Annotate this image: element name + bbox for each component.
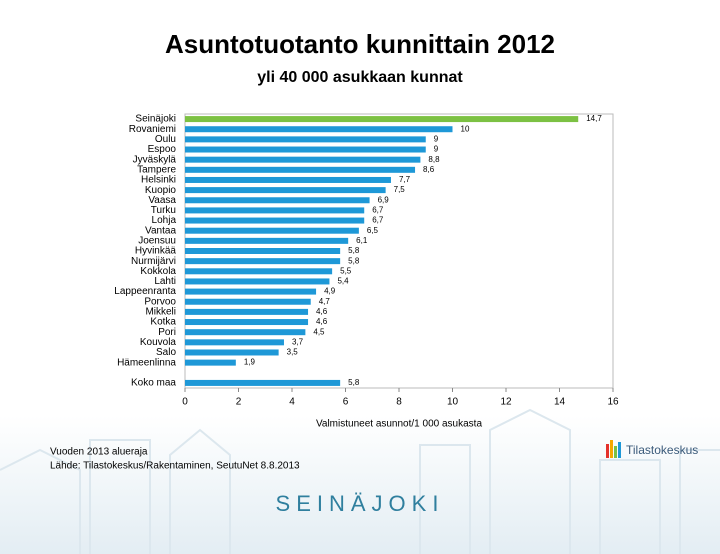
bar: [185, 329, 306, 336]
y-tick-label: Espoo: [148, 144, 177, 155]
y-tick-label: Lappeenranta: [114, 286, 176, 297]
y-tick-label: Oulu: [155, 134, 176, 145]
value-label: 4,6: [316, 307, 328, 316]
x-tick-label: 14: [554, 397, 566, 408]
value-label: 8,6: [423, 165, 435, 174]
y-tick-label: Rovaniemi: [129, 124, 176, 135]
value-label: 5,5: [340, 266, 352, 275]
value-label: 6,7: [372, 216, 384, 225]
y-tick-label: Tampere: [137, 164, 176, 175]
x-tick-label: 4: [289, 397, 295, 408]
value-label: 6,5: [367, 226, 379, 235]
bar: [185, 197, 370, 204]
y-tick-label: Mikkeli: [145, 307, 176, 318]
bar: [185, 298, 311, 305]
value-label: 4,7: [319, 297, 331, 306]
value-label: 6,7: [372, 206, 384, 215]
bar: [185, 278, 330, 285]
value-label: 7,5: [394, 185, 406, 194]
x-tick-label: 2: [236, 397, 242, 408]
value-label: 5,8: [348, 246, 360, 255]
y-tick-label: Hyvinkää: [135, 246, 177, 257]
bar: [185, 339, 284, 346]
chart-subtitle: yli 40 000 asukkaan kunnat: [257, 69, 463, 86]
x-tick-label: 16: [607, 397, 619, 408]
bar: [185, 207, 365, 214]
y-tick-label: Vantaa: [145, 225, 176, 236]
y-tick-label: Turku: [151, 205, 176, 216]
y-tick-label: Jyväskylä: [133, 154, 177, 165]
value-label: 3,7: [292, 337, 304, 346]
y-tick-label: Kokkola: [140, 266, 176, 277]
footer-text: SEINÄJOKI: [276, 491, 445, 516]
bar: [185, 227, 359, 234]
bar: [185, 359, 236, 366]
y-tick-label: Vaasa: [148, 195, 176, 206]
skyline-decoration: [0, 408, 720, 554]
value-label: 9: [434, 145, 439, 154]
y-tick-label: Kouvola: [140, 337, 177, 348]
x-tick-label: 12: [500, 397, 512, 408]
y-tick-label: Kuopio: [145, 185, 177, 196]
y-tick-label: Lohja: [152, 215, 177, 226]
value-label: 1,9: [244, 358, 256, 367]
x-axis-label: Valmistuneet asunnot/1 000 asukasta: [316, 419, 482, 430]
chart-title: Asuntotuotanto kunnittain 2012: [165, 29, 555, 59]
bar: [185, 136, 426, 143]
y-tick-label: Porvoo: [144, 296, 176, 307]
bar: [185, 237, 349, 244]
bar: [185, 319, 309, 326]
bar: [185, 116, 579, 123]
value-label: 5,8: [348, 256, 360, 265]
bar: [185, 258, 341, 265]
bar: [185, 248, 341, 254]
value-label: 9: [434, 134, 439, 143]
bar: [185, 288, 317, 295]
bar: [185, 126, 453, 133]
y-tick-label: Pori: [158, 327, 176, 338]
value-label: 6,1: [356, 236, 368, 245]
bar: [185, 308, 309, 315]
y-tick-label: Helsinki: [141, 175, 176, 186]
value-label: 5,8: [348, 378, 360, 387]
note: Vuoden 2013 alueraja: [50, 447, 148, 458]
y-tick-label: Kotka: [150, 317, 176, 328]
bar: [185, 156, 421, 163]
x-tick-label: 0: [182, 397, 188, 408]
value-label: 7,7: [399, 175, 411, 184]
bar: [185, 176, 391, 183]
y-tick-label: Lahti: [154, 276, 176, 287]
value-label: 6,9: [378, 195, 390, 204]
bar: [185, 379, 341, 386]
y-tick-label: Koko maa: [131, 378, 176, 389]
y-tick-label: Hämeenlinna: [117, 357, 176, 368]
bar: [185, 166, 416, 173]
x-tick-label: 8: [396, 397, 402, 408]
value-label: 4,5: [313, 327, 325, 336]
bar: [185, 217, 365, 224]
value-label: 4,6: [316, 317, 328, 326]
value-label: 14,7: [586, 114, 602, 123]
value-label: 5,4: [337, 277, 349, 286]
value-label: 3,5: [287, 348, 299, 357]
value-label: 4,9: [324, 287, 336, 296]
y-tick-label: Salo: [156, 347, 176, 358]
logo-mark: [606, 440, 621, 458]
y-tick-label: Seinäjoki: [135, 114, 176, 125]
logo-text: Tilastokeskus: [626, 443, 698, 457]
note: Lähde: Tilastokeskus/Rakentaminen, Seutu…: [50, 461, 300, 472]
value-label: 10: [461, 124, 470, 133]
value-label: 8,8: [428, 155, 440, 164]
bar: [185, 187, 386, 194]
bar: [185, 349, 279, 356]
x-tick-label: 6: [343, 397, 349, 408]
bar: [185, 268, 333, 275]
x-tick-label: 10: [447, 397, 459, 408]
y-tick-label: Joensuu: [138, 235, 176, 246]
y-tick-label: Nurmijärvi: [131, 256, 176, 267]
bar: [185, 146, 426, 153]
